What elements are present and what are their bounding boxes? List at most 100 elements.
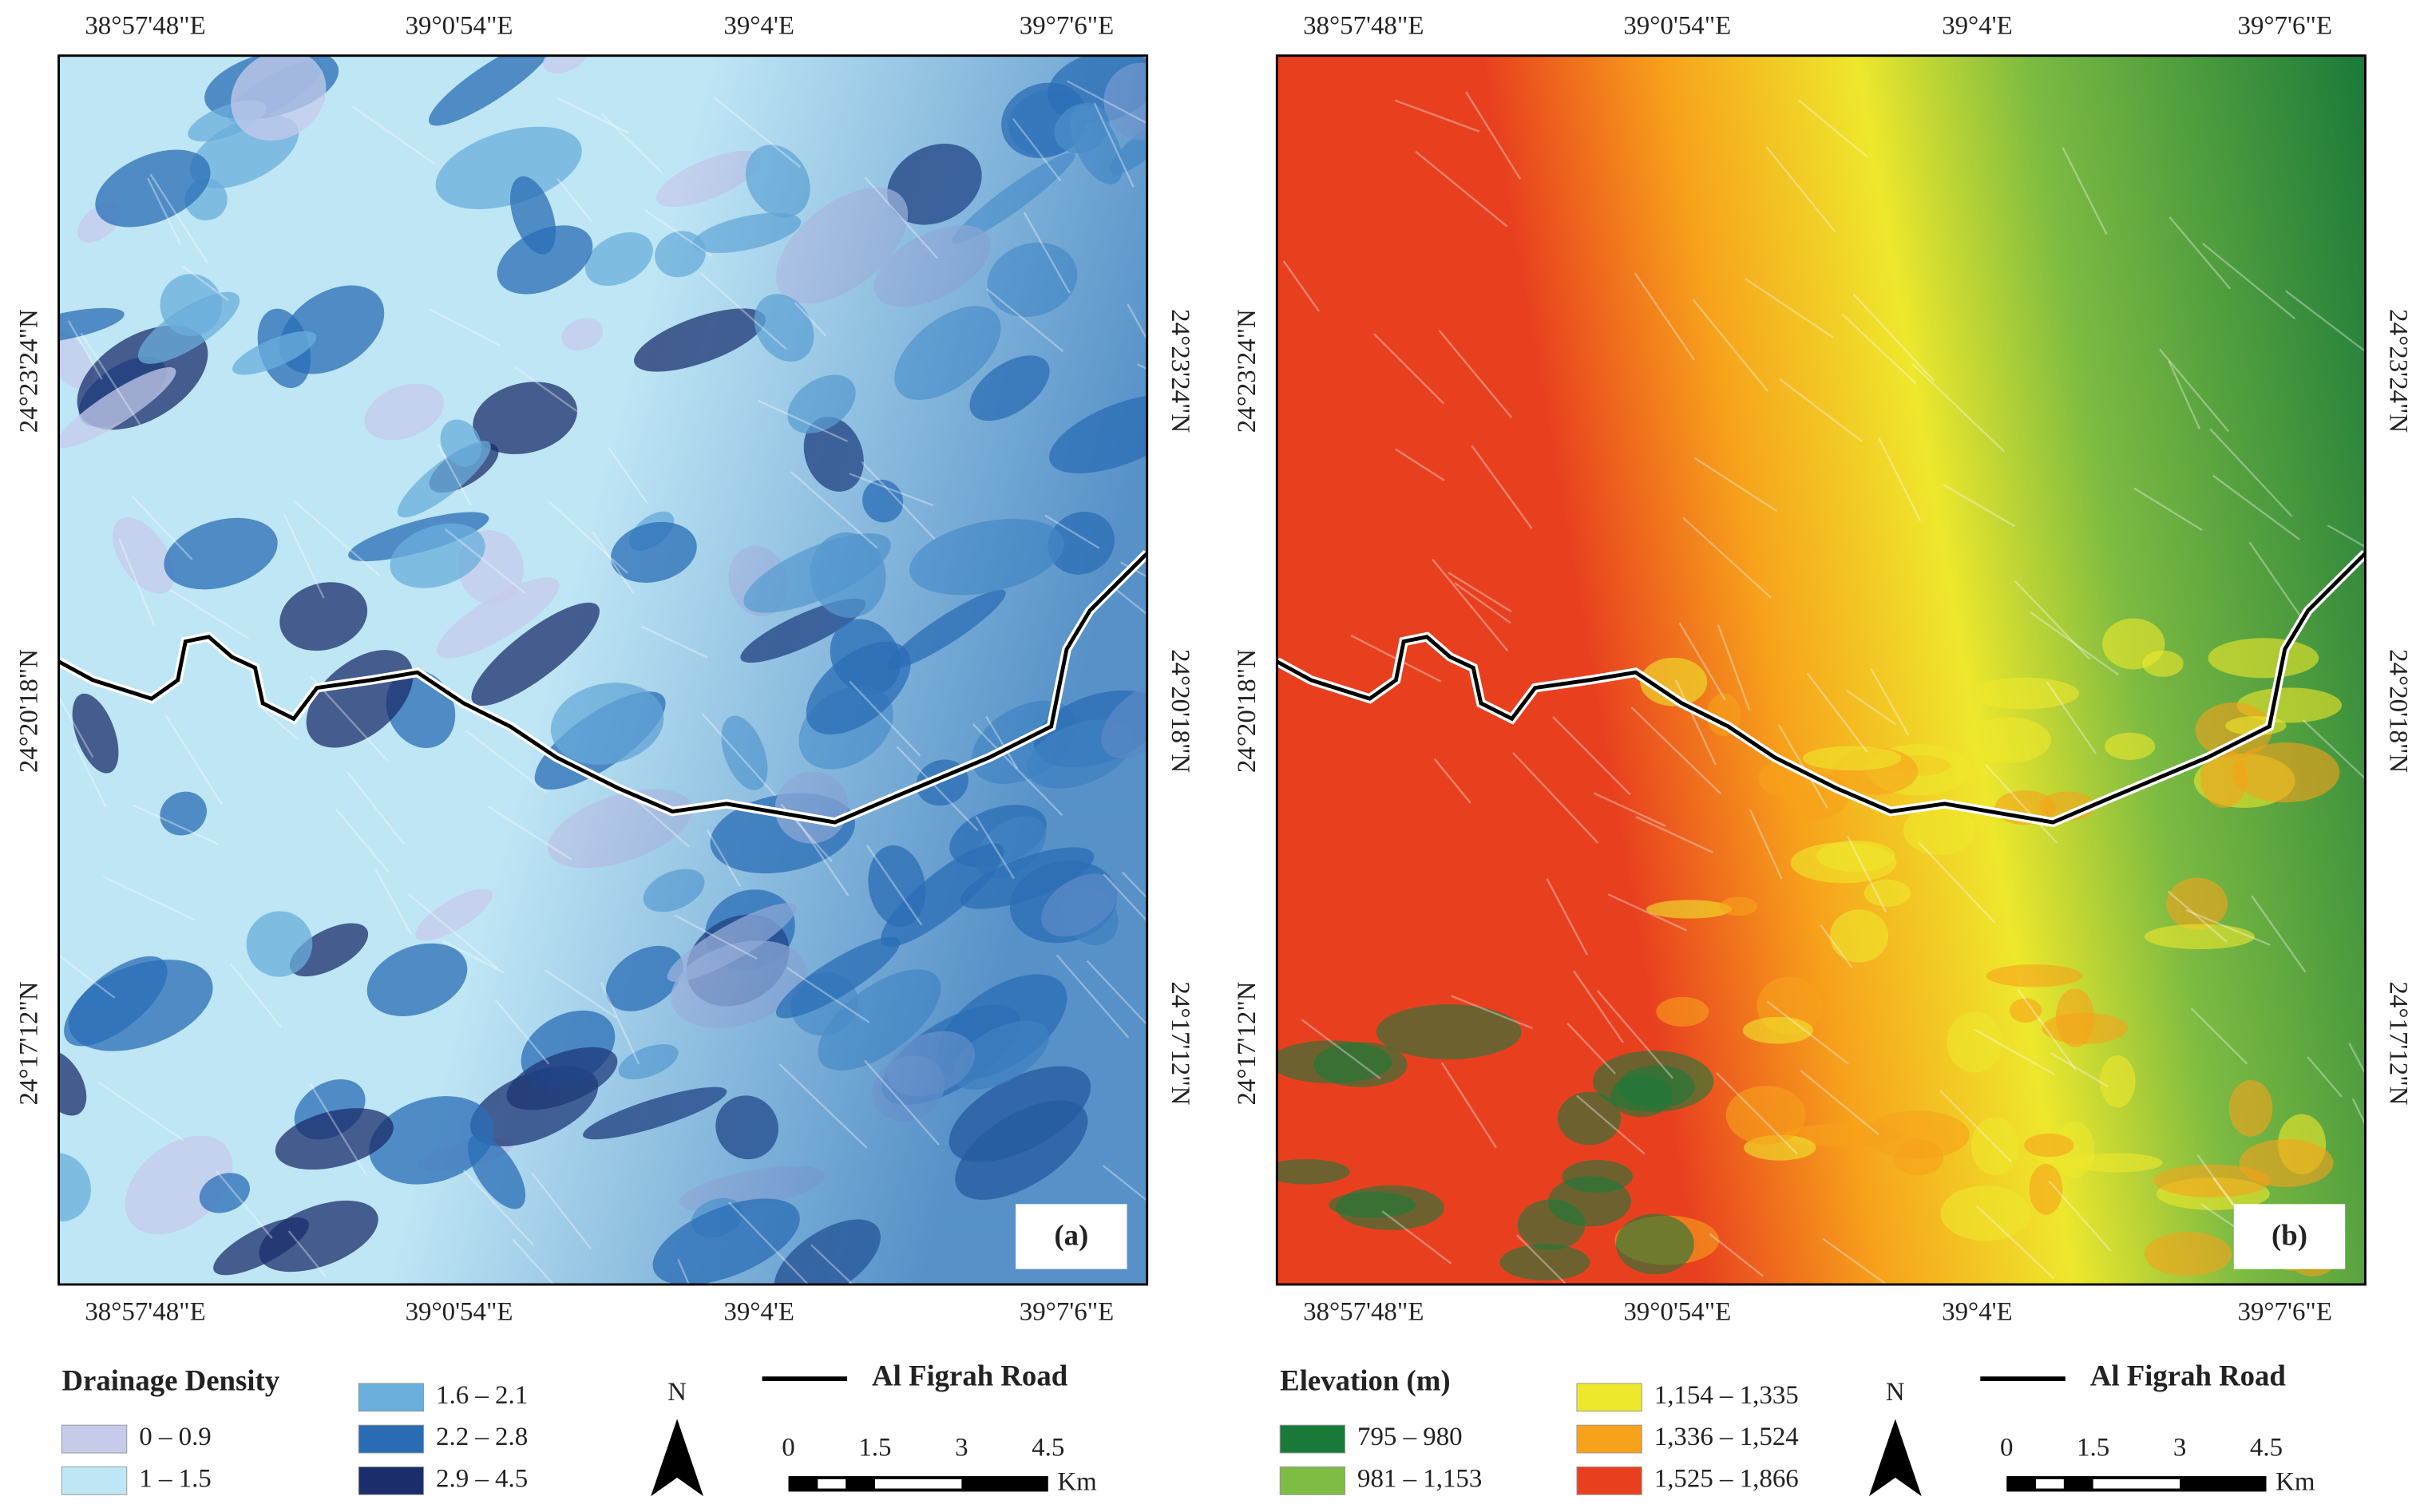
- top-coordinate: 39°7'6"E: [1020, 11, 1114, 40]
- map: [1277, 55, 2366, 1284]
- hillshade: [2169, 216, 2232, 290]
- hillshade: [1373, 333, 1445, 405]
- hillshade: [1394, 99, 1480, 133]
- hillshade: [1012, 117, 1062, 182]
- elevation-patch: [1986, 964, 2083, 988]
- hillshade: [548, 501, 628, 574]
- legend-label: 1,525 – 1,866: [1654, 1464, 1799, 1493]
- hillshade: [2209, 428, 2293, 517]
- elevation-patch: [2153, 1164, 2271, 1197]
- elevation-patch: [1719, 897, 1758, 916]
- hillshade: [600, 982, 640, 1065]
- legend-label: 1 – 1.5: [139, 1464, 212, 1493]
- scale-gap: [2093, 1478, 2180, 1489]
- legend-title: Elevation (m): [1280, 1364, 1450, 1396]
- hillshade: [644, 209, 713, 257]
- hillshade: [849, 473, 934, 507]
- top-coordinate: 38°57'48"E: [85, 11, 205, 40]
- hillshade: [2190, 1007, 2248, 1065]
- hillshade: [98, 1081, 184, 1142]
- hillshade: [1778, 378, 1863, 442]
- hillshade: [1086, 960, 1147, 1027]
- hillshade: [1465, 91, 1522, 180]
- hillshade: [102, 875, 196, 921]
- hillshade: [259, 706, 299, 740]
- elevation-low: [1610, 1074, 1673, 1118]
- elevation-patch: [1970, 677, 2080, 710]
- hillshade: [986, 287, 1064, 353]
- hillshade: [2046, 682, 2097, 754]
- hillshade: [2307, 1056, 2343, 1098]
- hillshade: [1911, 362, 2006, 453]
- hillshade: [1974, 1028, 2055, 1075]
- elevation-patch: [1742, 1016, 1814, 1044]
- hillshade: [790, 471, 878, 549]
- legend-swatch: [1279, 1424, 1345, 1454]
- elevation-patch: [2009, 998, 2042, 1023]
- hillshade: [1433, 758, 1471, 804]
- hillshade: [864, 176, 939, 259]
- right-coordinate: 24°23'24"N: [1166, 309, 1194, 433]
- scale-label: 0: [782, 1434, 794, 1463]
- top-coordinate: 38°57'48"E: [1303, 11, 1424, 40]
- hillshade: [1846, 690, 1896, 725]
- hillshade: [2348, 1043, 2366, 1075]
- elevation-low: [1562, 1159, 1633, 1193]
- elevation-low: [1313, 1042, 1408, 1087]
- hillshade: [2201, 242, 2296, 320]
- hillshade: [1044, 514, 1100, 549]
- hillshade: [1678, 622, 1726, 701]
- legend-label: 1,336 – 1,524: [1654, 1423, 1799, 1451]
- hillshade: [149, 173, 209, 264]
- hillshade: [2159, 348, 2230, 433]
- scale-unit: Km: [1057, 1467, 1097, 1496]
- hillshade: [1573, 970, 1624, 1043]
- hillshade: [229, 963, 282, 1028]
- hillshade: [1596, 990, 1674, 1079]
- hillshade: [975, 816, 1015, 879]
- elevation-patch: [2024, 1133, 2074, 1158]
- hillshade: [462, 1170, 535, 1246]
- hillshade: [2167, 890, 2228, 943]
- scale-label: 0: [2000, 1434, 2013, 1463]
- hillshade: [1440, 1062, 1497, 1149]
- left-coordinate: 24°17'12"N: [1233, 981, 1262, 1105]
- hillshade: [810, 1244, 854, 1284]
- hillshade: [1451, 995, 1533, 1030]
- hillshade: [556, 97, 630, 134]
- hillshade: [2016, 988, 2077, 1071]
- hillshade: [1438, 330, 1513, 418]
- bottom-coordinate: 39°0'54"E: [1623, 1297, 1731, 1326]
- hillshade: [164, 714, 223, 805]
- hillshade: [80, 332, 141, 426]
- hillshade: [2248, 541, 2305, 622]
- hillshade: [131, 495, 193, 560]
- elevation-patch: [1725, 1086, 1806, 1145]
- hillshade: [1381, 1210, 1452, 1265]
- elevation-patch: [1802, 746, 1902, 771]
- elevation-patch: [2239, 1138, 2334, 1187]
- elevation-base: [1277, 55, 2366, 1284]
- hillshade: [1630, 707, 1721, 794]
- hillshade: [794, 302, 827, 337]
- elevation-patch: [1970, 1117, 2019, 1176]
- hillshade: [1870, 668, 1910, 736]
- density-east: [58, 55, 1147, 1284]
- elevation-patch: [2105, 732, 2156, 760]
- elevation-patch: [2144, 924, 2255, 950]
- hillshade: [1103, 873, 1147, 923]
- elevation-patch: [1816, 840, 1895, 872]
- hillshade: [352, 105, 435, 164]
- left-coordinate: 24°20'18"N: [14, 649, 43, 773]
- elevation-low: [1615, 1213, 1694, 1275]
- map-frame: [1275, 54, 2367, 1286]
- hillshade: [778, 1063, 868, 1149]
- left-coordinate: 24°23'24"N: [1233, 309, 1262, 433]
- elevation-low: [1557, 1091, 1622, 1146]
- hillshade: [465, 730, 548, 794]
- hillshade: [861, 461, 936, 540]
- legend-swatch: [1576, 1466, 1642, 1495]
- hillshade: [1566, 1022, 1617, 1075]
- hillshade: [531, 1172, 592, 1249]
